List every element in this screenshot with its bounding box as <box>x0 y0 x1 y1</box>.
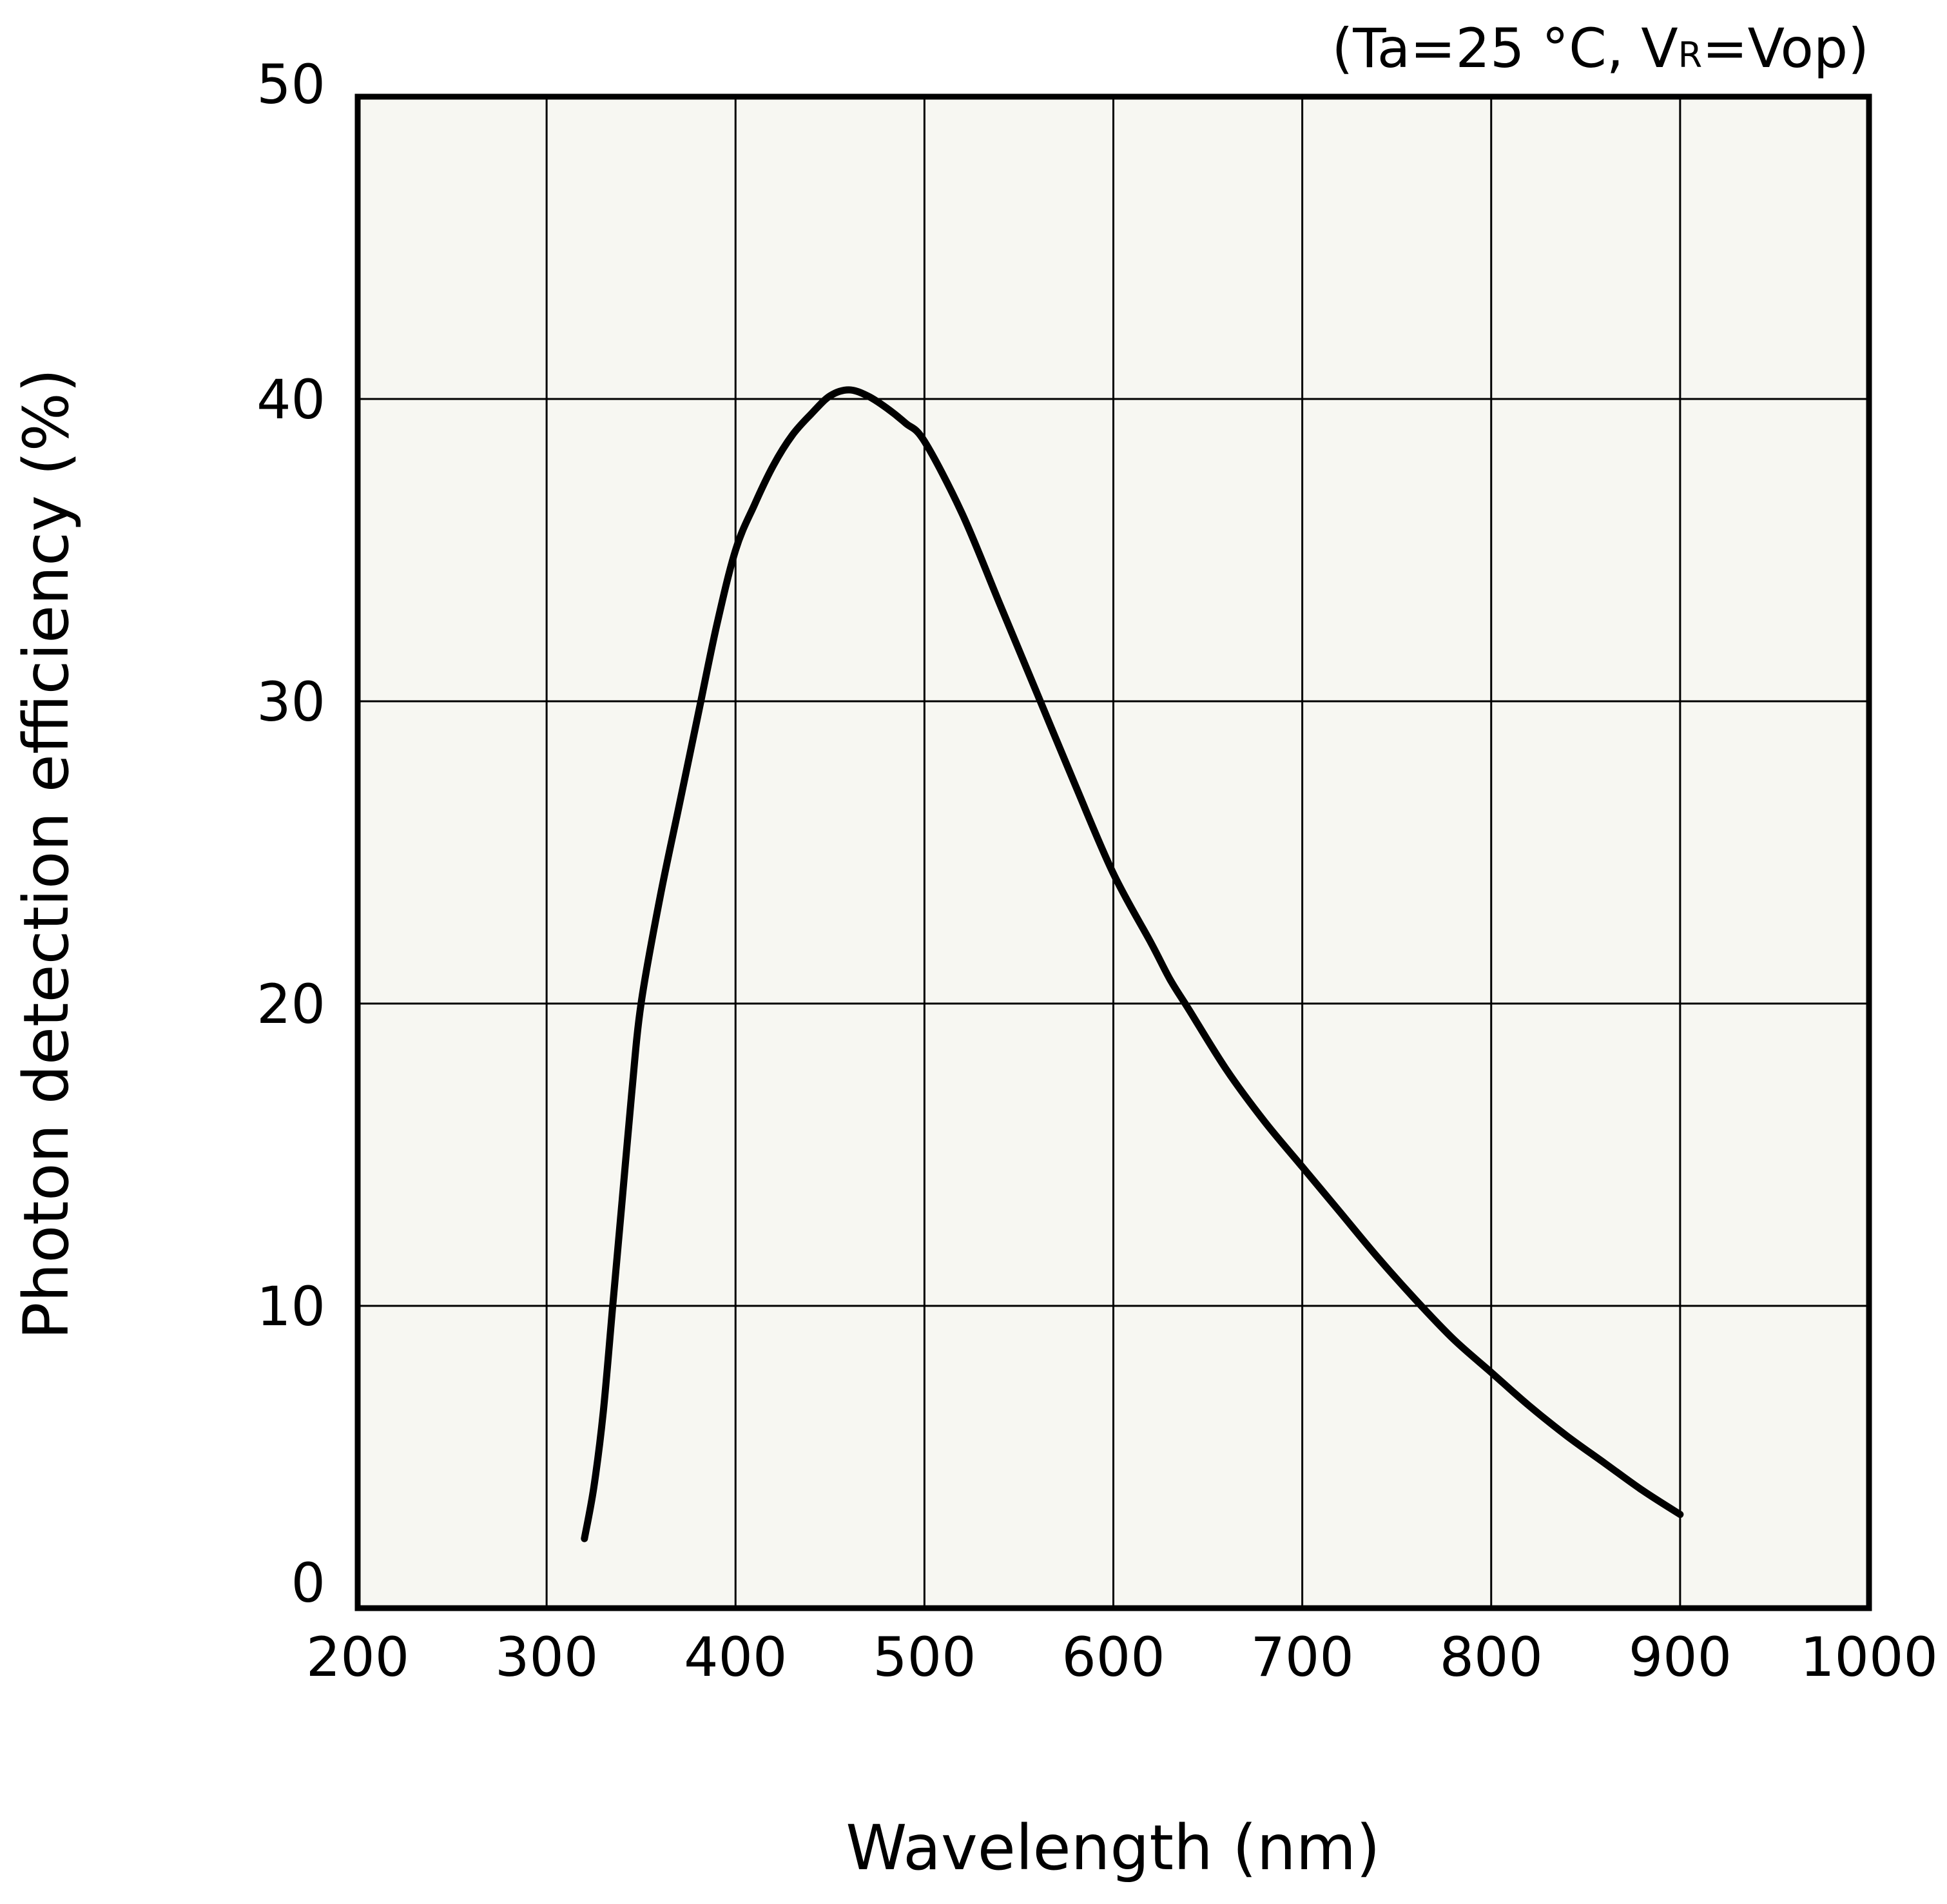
pde-point-720 <box>1337 1209 1344 1216</box>
condition-label: (Ta=25 °C, VR=Vop) <box>1332 17 1869 80</box>
pde-point-620 <box>1148 940 1155 947</box>
pde-point-660 <box>1223 1067 1230 1074</box>
pde-point-320 <box>581 1535 588 1542</box>
pde-point-700 <box>1299 1163 1306 1171</box>
pde-point-680 <box>1261 1118 1268 1125</box>
pde-point-440 <box>808 411 815 418</box>
y-tick-label: 50 <box>257 53 325 116</box>
pde-point-430 <box>789 432 796 439</box>
y-tick-label: 20 <box>257 973 325 1036</box>
pde-point-340 <box>619 1196 626 1203</box>
x-axis-title: Wavelength (nm) <box>846 1812 1380 1884</box>
x-tick-label: 200 <box>306 1626 409 1689</box>
pde-point-800 <box>1487 1369 1495 1376</box>
pde-point-325 <box>590 1484 597 1491</box>
x-tick-label: 800 <box>1440 1626 1543 1689</box>
pde-point-520 <box>959 510 965 518</box>
pde-point-400 <box>732 547 739 554</box>
pde-point-580 <box>1072 782 1079 790</box>
x-tick-label: 1000 <box>1800 1626 1938 1689</box>
y-tick-label: 10 <box>257 1275 325 1338</box>
x-tick-label: 500 <box>873 1626 976 1689</box>
pde-point-345 <box>628 1091 635 1098</box>
pde-point-420 <box>770 462 777 469</box>
y-tick-label: 0 <box>291 1551 325 1615</box>
pde-point-740 <box>1374 1254 1381 1261</box>
pde-point-335 <box>609 1303 616 1309</box>
pde-point-560 <box>1034 692 1041 699</box>
pde-point-780 <box>1450 1336 1457 1343</box>
pde-point-460 <box>846 386 853 393</box>
pde-point-380 <box>694 713 701 720</box>
pde-point-860 <box>1601 1459 1608 1466</box>
pde-point-760 <box>1412 1296 1419 1303</box>
pde-point-820 <box>1526 1402 1533 1409</box>
pde-point-880 <box>1639 1487 1646 1494</box>
pde-point-640 <box>1185 1006 1192 1013</box>
condition-prefix: (Ta=25 °C, V <box>1332 17 1678 80</box>
y-axis-title: Photon detection efficiency (%) <box>10 369 82 1340</box>
x-tick-label: 700 <box>1250 1626 1353 1689</box>
pde-point-370 <box>675 804 683 811</box>
pde-point-540 <box>996 601 1003 608</box>
x-tick-label: 900 <box>1629 1626 1732 1689</box>
x-tick-label: 400 <box>684 1626 787 1689</box>
pde-point-450 <box>826 393 833 400</box>
pde-point-350 <box>637 1000 644 1007</box>
x-tick-label: 300 <box>495 1626 598 1689</box>
pde-point-490 <box>902 420 909 427</box>
condition-suffix: =Vop) <box>1702 17 1869 80</box>
plot-frame <box>354 93 1872 1611</box>
pde-point-630 <box>1167 976 1174 983</box>
y-tick-labels: 0 10 20 30 40 50 <box>257 53 325 1615</box>
pde-point-360 <box>657 894 663 901</box>
x-tick-label: 600 <box>1061 1626 1165 1689</box>
pde-point-840 <box>1564 1432 1570 1439</box>
condition-subscript: R <box>1678 35 1703 75</box>
pde-data-points <box>581 386 1683 1542</box>
pde-point-480 <box>883 405 890 412</box>
pde-point-390 <box>713 622 720 629</box>
y-tick-label: 30 <box>257 670 325 733</box>
pde-point-330 <box>600 1408 607 1415</box>
y-tick-label: 40 <box>257 368 325 431</box>
pde-point-600 <box>1110 870 1117 877</box>
pde-point-500 <box>921 438 928 445</box>
pde-point-900 <box>1676 1511 1683 1518</box>
pde-point-470 <box>864 393 871 400</box>
pde-point-410 <box>751 501 758 509</box>
x-tick-labels: 200 300 400 500 600 700 800 900 1000 <box>306 1626 1938 1689</box>
